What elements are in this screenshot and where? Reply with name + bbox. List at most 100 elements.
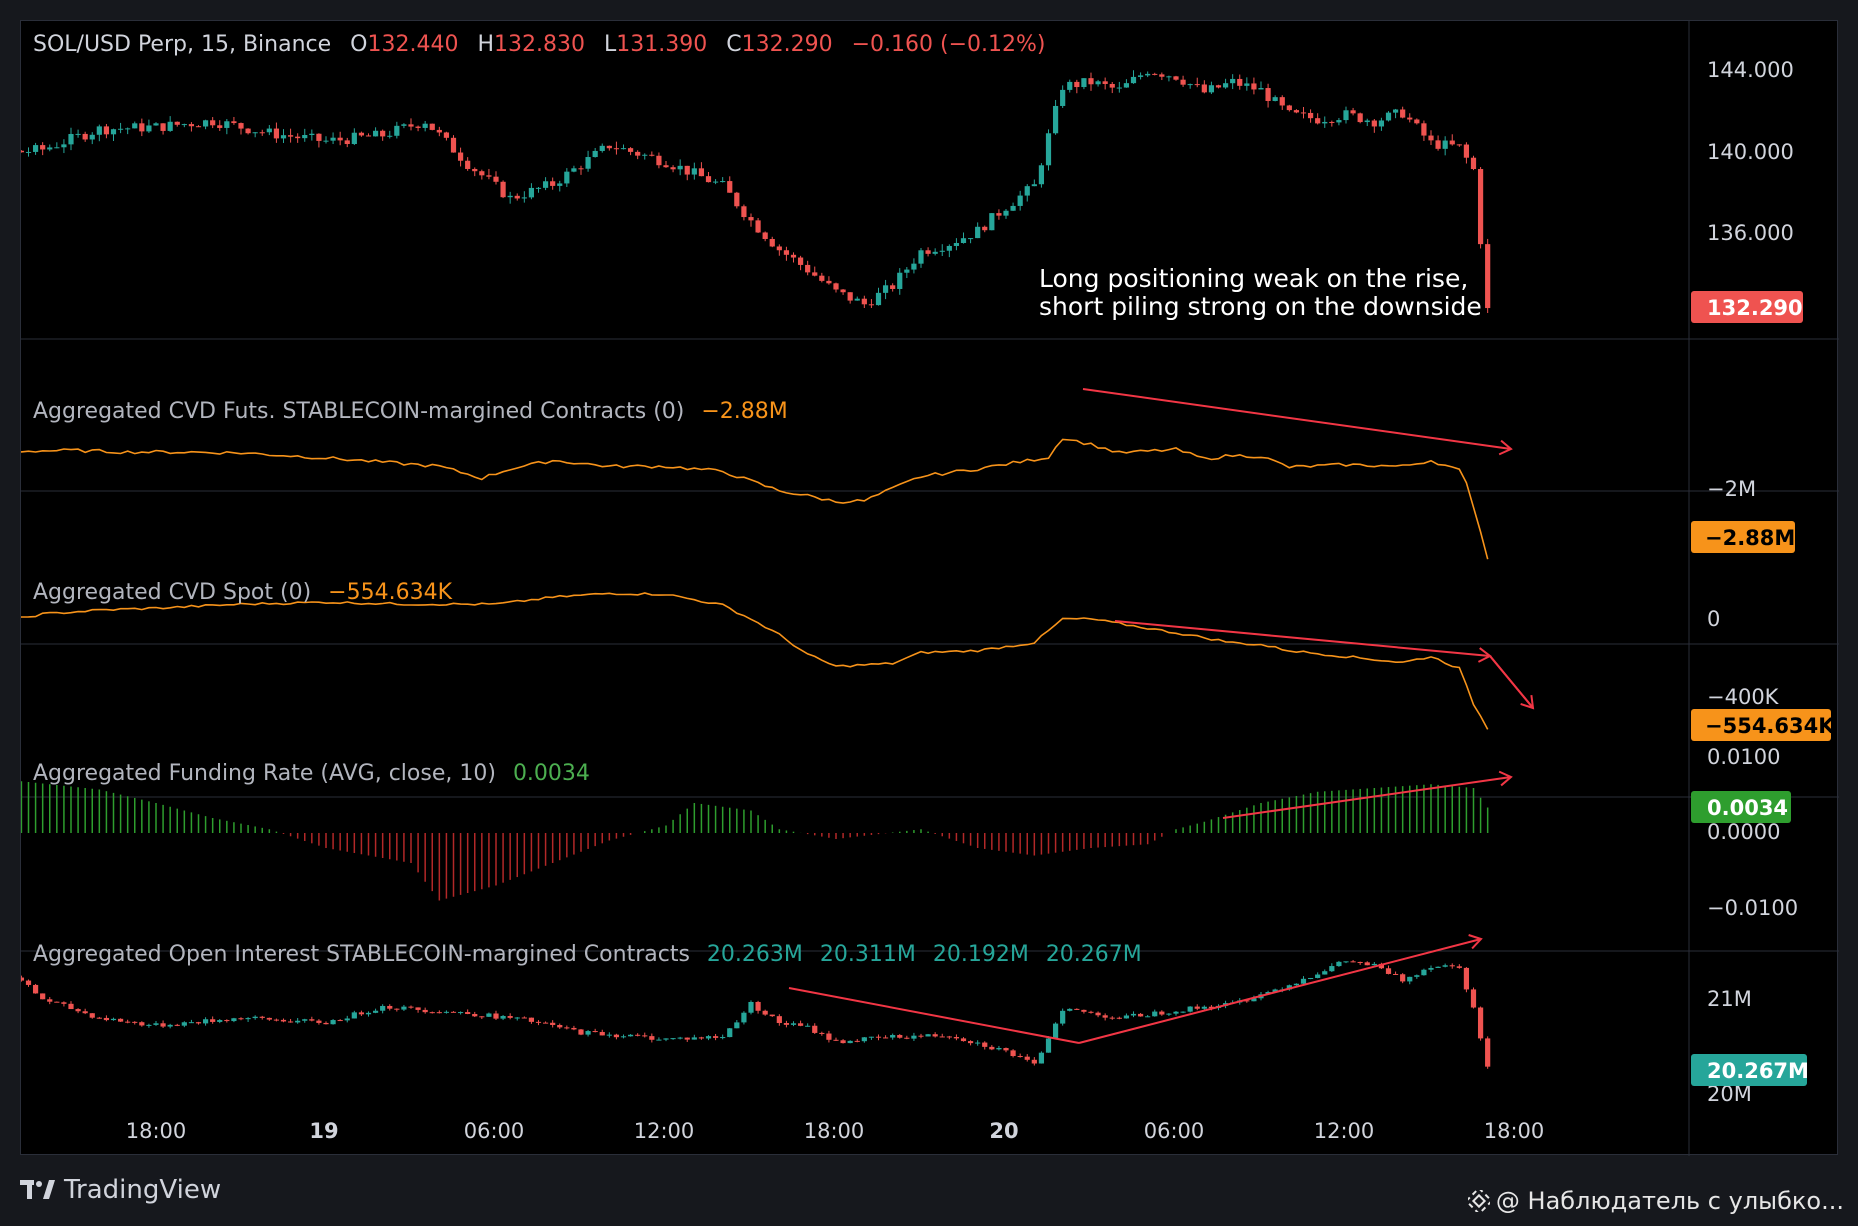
price-candle <box>1322 121 1328 124</box>
price-candle <box>975 226 981 239</box>
oi-candle <box>1364 962 1370 966</box>
price-candle <box>797 257 804 265</box>
price-candle <box>344 140 350 145</box>
trend-arrow-line <box>1082 388 1512 450</box>
oi-candle <box>776 1016 782 1024</box>
oi-candle <box>1485 1038 1491 1067</box>
oi-candle <box>904 1037 910 1039</box>
price-candle <box>25 151 32 153</box>
price-candle <box>103 126 110 135</box>
svg-text:20.267M: 20.267M <box>1707 1059 1809 1083</box>
price-legend: SOL/USD Perp, 15, Binance O132.440 H132.… <box>33 32 1046 57</box>
oi-candle <box>1307 977 1314 979</box>
price-candle <box>1116 87 1122 89</box>
trend-arrow-line <box>1078 938 1482 1044</box>
oi-candle <box>188 1022 195 1024</box>
oi-candle <box>805 1025 811 1027</box>
oi-candle <box>1371 963 1377 966</box>
time-label: 18:00 <box>126 1119 187 1143</box>
oi-candle <box>1300 978 1307 984</box>
cvd-spot-legend: Aggregated CVD Spot (0) −554.634K <box>33 580 453 605</box>
price-candle <box>1329 121 1335 123</box>
funding-legend: Aggregated Funding Rate (AVG, close, 10)… <box>33 761 590 786</box>
oi-candle <box>847 1040 853 1044</box>
oi-legend: Aggregated Open Interest STABLECOIN-marg… <box>33 942 1142 967</box>
oi-candle <box>450 1011 457 1013</box>
oi-candle <box>1159 1011 1165 1015</box>
oi-candle <box>918 1035 924 1037</box>
price-candle <box>1286 105 1292 111</box>
price-candle <box>1208 85 1215 93</box>
oi-candle <box>557 1024 563 1028</box>
oi-candle <box>1180 1011 1186 1013</box>
price-candle <box>1123 83 1130 88</box>
price-candle <box>1251 83 1257 90</box>
oi-candle <box>1435 966 1441 968</box>
trend-arrow-head <box>1520 694 1535 710</box>
oi-candle <box>68 1003 74 1010</box>
oi-candle <box>252 1016 258 1019</box>
oi-candle <box>1244 1000 1250 1002</box>
price-candle <box>1265 88 1271 101</box>
funding-tick-pos: 0.0100 <box>1707 745 1780 769</box>
cvd-spot-tick-0: 0 <box>1707 607 1720 631</box>
price-candle <box>932 251 938 254</box>
oi-candle <box>500 1016 506 1019</box>
price-candle <box>75 133 81 135</box>
oi-candle <box>472 1013 478 1017</box>
oi-candle <box>167 1024 173 1027</box>
price-candle <box>1173 76 1179 80</box>
oi-candle <box>493 1013 499 1019</box>
oi-candles <box>21 960 1491 1069</box>
price-candle <box>882 285 889 293</box>
cvd-spot-path <box>21 592 1489 730</box>
price-candle <box>1315 118 1321 124</box>
author-watermark: @ Наблюдатель с улыбко... <box>1467 1187 1844 1215</box>
price-candle <box>1485 244 1491 309</box>
price-candle <box>1145 73 1151 76</box>
oi-candle <box>620 1036 627 1038</box>
oi-candle <box>797 1023 804 1026</box>
price-candle <box>805 264 811 273</box>
oi-candle <box>670 1038 676 1040</box>
oi-candle <box>1400 974 1406 982</box>
oi-candle <box>585 1031 591 1035</box>
oi-candle <box>1336 961 1342 967</box>
price-candle <box>358 132 365 136</box>
price-candle <box>698 168 705 177</box>
oi-candle <box>762 1010 768 1015</box>
oi-candle <box>521 1017 527 1019</box>
price-candle <box>436 129 442 133</box>
oi-candle <box>1293 983 1300 986</box>
oi-candle <box>1052 1023 1059 1039</box>
oi-candle <box>1116 1017 1122 1019</box>
trend-line <box>788 987 1080 1044</box>
price-candle <box>521 197 527 199</box>
price-tick-136: 136.000 <box>1707 221 1794 245</box>
cvd-spot-last-tag: −554.634K <box>1691 709 1835 741</box>
price-candle <box>160 123 166 131</box>
price-candle <box>1038 165 1045 185</box>
tradingview-brand[interactable]: TradingView <box>20 1175 221 1205</box>
oi-candle <box>1137 1013 1144 1017</box>
price-candle <box>847 292 853 301</box>
oi-candle <box>939 1036 945 1038</box>
cvd-futs-title: Aggregated CVD Futs. STABLECOIN-margined… <box>33 399 684 424</box>
oi-candle <box>486 1013 492 1017</box>
price-candle <box>1194 84 1200 86</box>
price-candle <box>1095 81 1101 85</box>
funding-bars <box>21 781 1489 901</box>
price-candle <box>656 155 662 166</box>
high-value: 132.830 <box>494 32 585 57</box>
oi-value-1: 20.263M <box>707 942 803 967</box>
open-label: O <box>350 32 367 57</box>
chart-canvas[interactable]: SOL/USD Perp, 15, Binance O132.440 H132.… <box>21 21 1839 1156</box>
panel-separators <box>21 21 1839 1156</box>
oi-candle <box>1145 1016 1151 1018</box>
oi-value-4: 20.267M <box>1046 942 1142 967</box>
price-candle <box>415 126 421 128</box>
cvd-futs-tick: −2M <box>1707 477 1756 501</box>
oi-candle <box>231 1018 237 1022</box>
price-candle <box>429 123 435 130</box>
oi-candle <box>479 1016 485 1018</box>
